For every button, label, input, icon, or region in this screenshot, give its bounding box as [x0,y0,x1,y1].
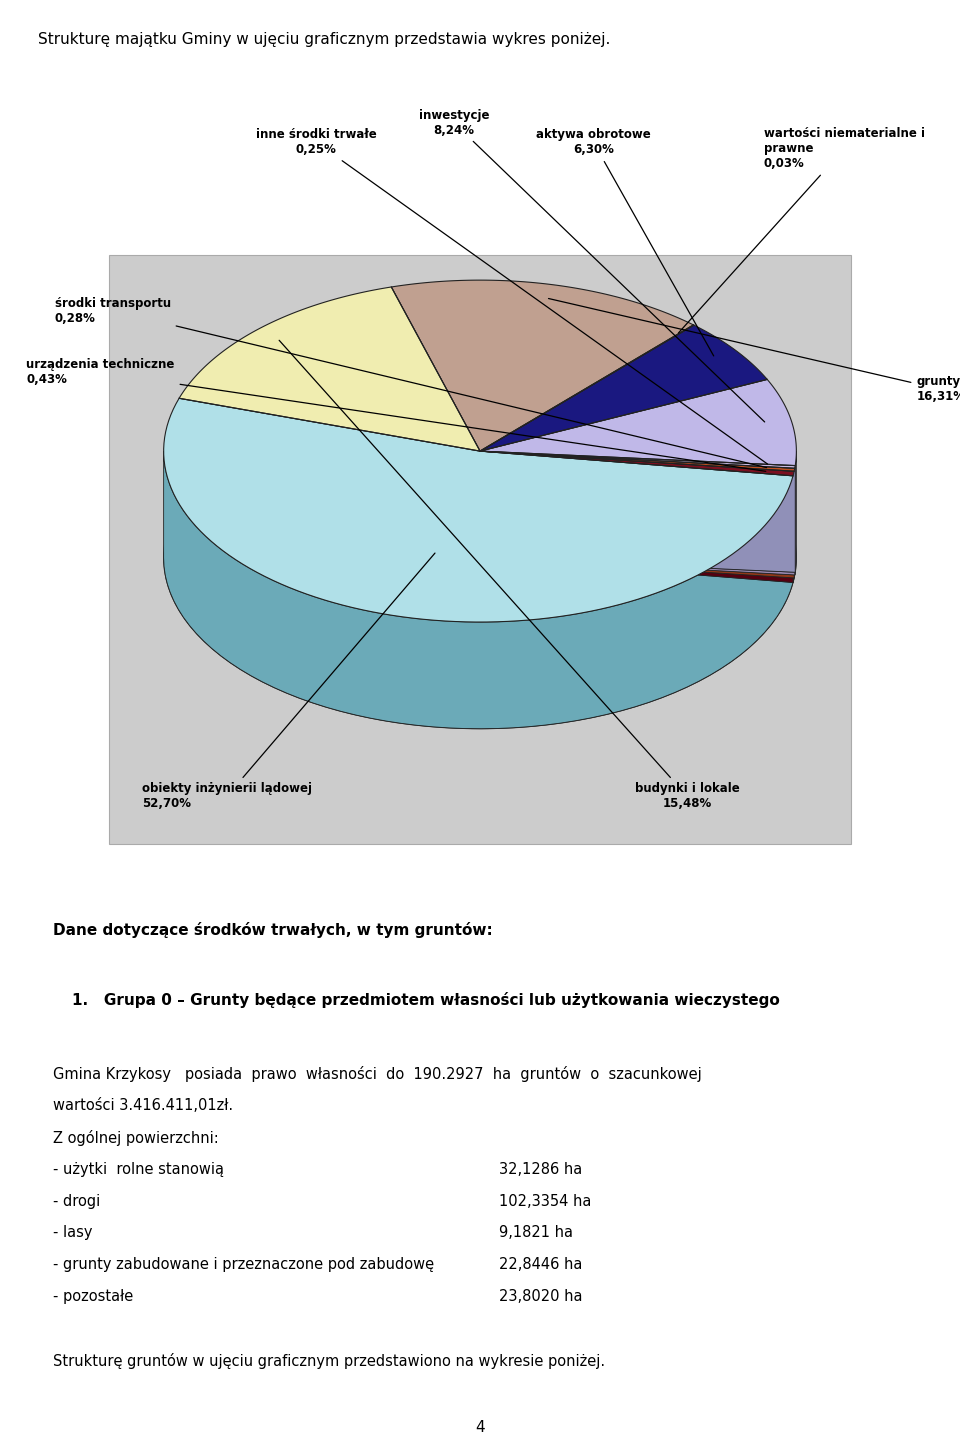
Text: inne środki trwałe
0,25%: inne środki trwałe 0,25% [256,128,768,465]
Polygon shape [163,398,793,621]
Text: wartości 3.416.411,01zł.: wartości 3.416.411,01zł. [53,1098,233,1112]
Text: - pozostałe: - pozostałe [53,1289,133,1304]
Text: 22,8446 ha: 22,8446 ha [499,1257,583,1272]
Text: - użytki  rolne stanowią: - użytki rolne stanowią [53,1162,224,1176]
Text: Z ogólnej powierzchni:: Z ogólnej powierzchni: [53,1130,219,1146]
Polygon shape [480,452,795,572]
Text: Gmina Krzykosy   posiada  prawo  własności  do  190.2927  ha  gruntów  o  szacun: Gmina Krzykosy posiada prawo własności d… [53,1066,702,1082]
Text: inwestycje
8,24%: inwestycje 8,24% [419,109,765,423]
Text: 4: 4 [475,1420,485,1435]
Text: wartości niematerialne i
prawne
0,03%: wartości niematerialne i prawne 0,03% [679,128,924,333]
Text: Strukturę gruntów w ujęciu graficznym przedstawiono na wykresie poniżej.: Strukturę gruntów w ujęciu graficznym pr… [53,1353,605,1369]
Text: 32,1286 ha: 32,1286 ha [499,1162,583,1176]
Ellipse shape [163,386,797,729]
Polygon shape [480,452,794,476]
Text: budynki i lokale
15,48%: budynki i lokale 15,48% [279,340,739,810]
Text: aktywa obrotowe
6,30%: aktywa obrotowe 6,30% [536,128,713,356]
Text: Dane dotyczące środków trwałych, w tym gruntów:: Dane dotyczące środków trwałych, w tym g… [53,922,492,938]
Text: 9,1821 ha: 9,1821 ha [499,1225,573,1240]
Polygon shape [480,325,767,452]
Polygon shape [480,452,794,578]
Text: - lasy: - lasy [53,1225,92,1240]
Polygon shape [480,379,797,466]
Text: środki transportu
0,28%: środki transportu 0,28% [55,296,767,468]
Text: Strukturę majątku Gminy w ujęciu graficznym przedstawia wykres poniżej.: Strukturę majątku Gminy w ujęciu graficz… [38,32,611,46]
Polygon shape [180,287,480,452]
Polygon shape [392,280,693,452]
Text: - drogi: - drogi [53,1194,100,1208]
Text: 23,8020 ha: 23,8020 ha [499,1289,583,1304]
Polygon shape [480,325,694,452]
Text: - grunty zabudowane i przeznaczone pod zabudowę: - grunty zabudowane i przeznaczone pod z… [53,1257,434,1272]
Polygon shape [163,452,793,729]
Polygon shape [480,452,795,575]
Polygon shape [480,452,795,468]
Text: obiekty inżynierii lądowej
52,70%: obiekty inżynierii lądowej 52,70% [142,553,435,810]
Polygon shape [480,452,794,578]
Text: 102,3354 ha: 102,3354 ha [499,1194,591,1208]
Polygon shape [480,452,793,582]
Polygon shape [480,452,795,572]
Polygon shape [480,452,795,575]
Text: 1.   Grupa 0 – Grunty będące przedmiotem własności lub użytkowania wieczystego: 1. Grupa 0 – Grunty będące przedmiotem w… [72,992,780,1008]
Text: grunty
16,31%: grunty 16,31% [548,299,960,404]
Text: urządzenia techniczne
0,43%: urządzenia techniczne 0,43% [26,359,766,472]
Polygon shape [480,452,795,472]
Polygon shape [793,472,794,582]
Polygon shape [480,452,793,582]
Polygon shape [795,452,797,572]
Bar [109,254,851,844]
